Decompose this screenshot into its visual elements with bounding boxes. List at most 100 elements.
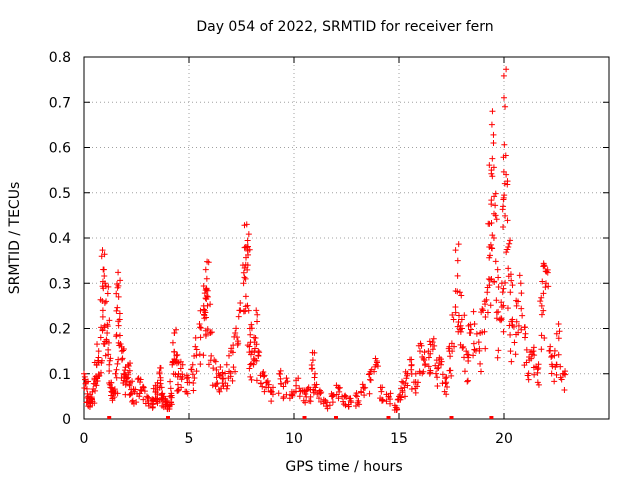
data-point xyxy=(115,269,122,276)
data-point xyxy=(114,280,121,287)
data-point xyxy=(191,374,198,381)
data-point xyxy=(522,324,529,331)
data-point xyxy=(101,299,108,306)
data-point xyxy=(207,329,214,336)
data-point xyxy=(219,369,226,376)
x-tick-label: 20 xyxy=(495,431,513,447)
data-point xyxy=(188,366,195,373)
data-point xyxy=(307,393,314,400)
y-tick-label: 0.7 xyxy=(49,95,71,111)
data-point xyxy=(113,366,120,373)
data-point xyxy=(425,363,432,370)
y-axis-label: SRMTID / TECUs xyxy=(7,182,23,295)
data-point xyxy=(141,388,148,395)
data-point xyxy=(246,365,253,372)
data-point xyxy=(383,398,390,405)
data-point xyxy=(270,384,276,391)
data-point xyxy=(500,72,507,79)
data-point xyxy=(487,302,494,309)
data-point xyxy=(104,330,111,337)
data-point xyxy=(329,393,336,400)
data-point xyxy=(314,391,321,398)
data-point xyxy=(497,317,504,324)
data-point xyxy=(136,393,143,400)
data-point xyxy=(518,326,525,333)
data-point xyxy=(501,192,508,199)
data-point xyxy=(487,252,494,259)
data-point xyxy=(553,371,560,378)
data-point xyxy=(177,358,184,365)
data-point xyxy=(197,334,204,341)
data-point xyxy=(495,347,502,354)
data-point xyxy=(461,312,468,319)
data-point xyxy=(205,361,212,368)
data-point xyxy=(244,342,251,349)
data-point xyxy=(478,309,485,316)
y-tick-label: 0.6 xyxy=(49,141,71,157)
data-point xyxy=(172,326,179,333)
data-point xyxy=(489,155,496,162)
data-point xyxy=(129,397,136,404)
data-point xyxy=(538,294,545,301)
data-point xyxy=(383,391,390,398)
data-point xyxy=(421,357,428,364)
data-point xyxy=(326,402,333,409)
data-point xyxy=(159,394,166,401)
data-point xyxy=(175,387,182,394)
data-point xyxy=(189,361,196,368)
data-point xyxy=(259,383,266,390)
data-point xyxy=(209,382,216,389)
data-point xyxy=(458,292,465,299)
data-point xyxy=(538,346,545,353)
data-point xyxy=(253,357,260,364)
data-point xyxy=(356,401,363,408)
y-tick-label: 0.1 xyxy=(49,367,71,383)
data-point xyxy=(234,338,241,345)
data-point xyxy=(115,293,122,300)
data-point xyxy=(448,372,455,379)
data-point xyxy=(539,278,546,285)
data-point xyxy=(503,249,510,256)
data-point xyxy=(408,356,415,363)
data-point xyxy=(248,360,255,367)
data-point xyxy=(488,197,495,204)
data-point xyxy=(395,396,402,403)
data-point xyxy=(232,330,239,337)
data-point xyxy=(436,354,443,361)
data-point xyxy=(177,365,184,372)
data-point xyxy=(109,397,116,404)
data-point xyxy=(190,387,197,394)
data-point xyxy=(333,391,340,398)
zero-point xyxy=(334,416,338,419)
data-point xyxy=(402,368,409,375)
data-point xyxy=(97,296,104,303)
x-tick-label: 0 xyxy=(80,431,89,447)
data-point xyxy=(512,351,519,358)
data-point xyxy=(283,375,290,382)
data-point xyxy=(445,345,452,352)
data-point xyxy=(522,334,528,341)
data-point xyxy=(178,376,185,383)
data-point xyxy=(86,403,93,410)
data-point xyxy=(425,354,432,361)
data-point xyxy=(212,383,219,390)
data-point xyxy=(486,162,493,169)
data-point xyxy=(551,347,558,354)
data-point xyxy=(454,288,461,295)
data-point xyxy=(492,258,499,265)
data-point xyxy=(116,316,123,323)
data-point xyxy=(452,247,459,254)
data-point xyxy=(459,344,466,351)
data-point xyxy=(227,373,234,380)
data-point xyxy=(353,390,360,397)
data-point xyxy=(491,210,498,217)
data-point xyxy=(280,383,287,390)
data-point xyxy=(137,379,144,386)
y-tick-label: 0 xyxy=(62,412,71,428)
data-point xyxy=(333,382,340,389)
zero-point xyxy=(449,416,454,419)
data-point xyxy=(156,369,163,376)
data-point xyxy=(518,305,525,312)
data-point xyxy=(105,346,112,353)
data-point xyxy=(116,310,123,317)
